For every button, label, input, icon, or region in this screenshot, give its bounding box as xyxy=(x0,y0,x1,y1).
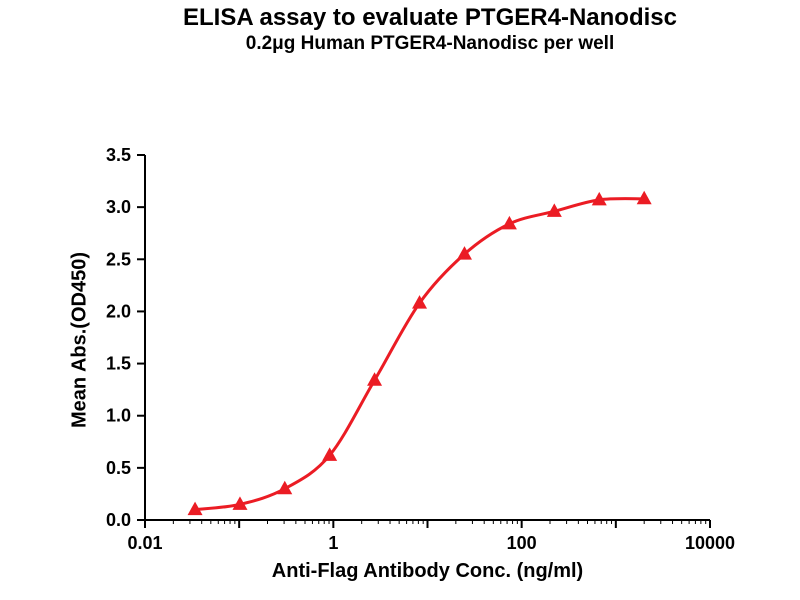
x-tick-label: 10000 xyxy=(685,533,735,553)
y-tick-label: 3.5 xyxy=(106,145,131,165)
data-point-marker xyxy=(456,246,472,260)
y-tick-label: 2.0 xyxy=(106,301,131,321)
y-axis-label: Mean Abs.(OD450) xyxy=(68,252,91,428)
data-point-marker xyxy=(412,295,428,309)
data-point-marker xyxy=(501,215,517,230)
x-axis-label: Anti-Flag Antibody Conc. (ng/ml) xyxy=(271,560,584,582)
data-point-marker xyxy=(277,480,293,495)
data-point-marker xyxy=(232,496,248,510)
x-tick-label: 0.01 xyxy=(127,533,162,553)
x-tick-label: 100 xyxy=(507,533,537,553)
y-tick-label: 1.5 xyxy=(106,354,131,374)
y-tick-label: 3.0 xyxy=(106,197,131,217)
chart-subtitle: 0.2μg Human PTGER4-Nanodisc per well xyxy=(245,33,615,54)
y-tick-label: 0.0 xyxy=(106,510,131,530)
data-point-marker xyxy=(546,203,562,217)
data-point-marker xyxy=(636,190,652,205)
data-point-marker xyxy=(187,501,203,516)
fit-curve xyxy=(193,197,646,512)
data-point-marker xyxy=(591,191,607,206)
data-point-marker xyxy=(322,447,338,461)
y-tick-label: 0.5 xyxy=(106,458,131,478)
data-point-marker xyxy=(367,372,383,386)
y-tick-label: 1.0 xyxy=(106,406,131,426)
chart-title: ELISA assay to evaluate PTGER4-Nanodisc xyxy=(183,4,677,31)
y-tick-label: 2.5 xyxy=(106,249,131,269)
x-tick-label: 1 xyxy=(328,533,338,553)
